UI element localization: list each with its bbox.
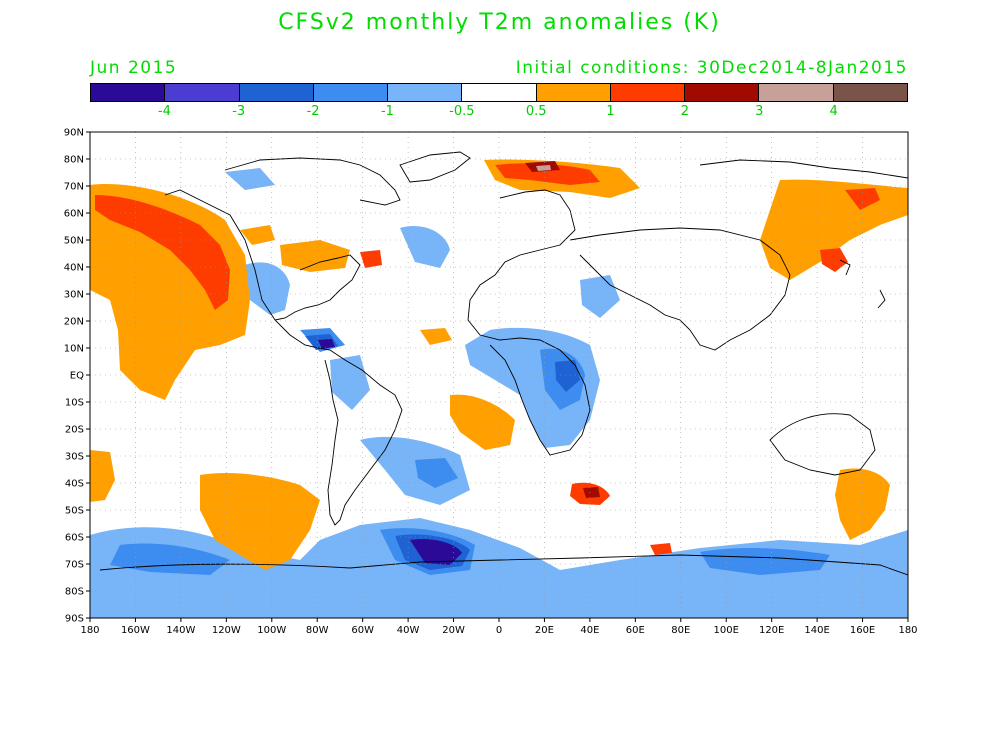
- lon-label: 80E: [671, 625, 690, 636]
- gridlines: [90, 132, 908, 618]
- anomaly-shading-plus-1: [95, 163, 880, 555]
- lat-label: 20S: [65, 425, 84, 436]
- colorbar-label: 1: [606, 104, 615, 119]
- lat-label: 70N: [64, 182, 84, 193]
- lon-label: 180: [80, 625, 99, 636]
- lon-label: 60W: [351, 625, 374, 636]
- lon-label: 120E: [759, 625, 784, 636]
- lon-label: 160W: [121, 625, 150, 636]
- lat-label: 10N: [64, 344, 84, 355]
- anomaly-shading-plus-3: [536, 165, 551, 171]
- colorbar-label: 2: [680, 104, 690, 119]
- colorbar-swatch: [388, 84, 463, 101]
- latitude-axis: 90N 80N 70N 60N 50N 40N 30N 20N 10N EQ 10S 20S 30S 40…: [64, 128, 90, 625]
- lat-label: 50S: [65, 506, 84, 517]
- lat-label: 80S: [65, 587, 84, 598]
- colorbar-label: -3: [232, 104, 246, 119]
- colorbar-swatch: [759, 84, 834, 101]
- colorbar-label: -0.5: [449, 104, 475, 119]
- lon-label: 100W: [257, 625, 286, 636]
- colorbar-label: 4: [829, 104, 838, 119]
- colorbar-label: -4: [157, 104, 171, 119]
- lat-label: 20N: [64, 317, 84, 328]
- lat-label: 90S: [65, 614, 84, 625]
- colorbar-label: -2: [306, 104, 320, 119]
- colorbar-swatch: [313, 84, 389, 101]
- colorbar-swatch: [239, 84, 314, 101]
- lat-label: 40S: [65, 479, 84, 490]
- lon-label: 20W: [442, 625, 465, 636]
- colorbar-swatch: [91, 84, 166, 101]
- lat-label: 80N: [64, 155, 84, 166]
- lon-label: 140W: [166, 625, 195, 636]
- lat-label: 90N: [64, 128, 84, 139]
- lat-label: 10S: [65, 398, 84, 409]
- lat-label: 30N: [64, 290, 84, 301]
- colorbar-swatch: [536, 84, 611, 101]
- longitude-axis: 180 160W 140W 120W 100W 80W 60W 40W 20W 0 20E 40E 60…: [80, 618, 918, 636]
- lon-label: 80W: [306, 625, 329, 636]
- lon-label: 60E: [626, 625, 645, 636]
- colorbar: [90, 83, 908, 102]
- lon-label: 20E: [535, 625, 554, 636]
- colorbar-label: -1: [380, 104, 394, 119]
- colorbar-swatch: [685, 84, 760, 101]
- lat-label: 40N: [64, 263, 84, 274]
- colorbar-label: 3: [755, 104, 764, 119]
- colorbar-swatch: [833, 84, 907, 101]
- lat-label: 60N: [64, 209, 84, 220]
- lon-label: 180: [898, 625, 917, 636]
- colorbar-swatch: [462, 84, 537, 101]
- colorbar-swatch: [165, 84, 240, 101]
- lon-label: 140E: [804, 625, 829, 636]
- colorbar-label: 0.5: [525, 104, 547, 119]
- colorbar-swatch: [610, 84, 686, 101]
- lon-label: 40W: [397, 625, 420, 636]
- anomaly-shading-minus-4: [318, 339, 462, 565]
- lat-label: 50N: [64, 236, 84, 247]
- forecast-month: Jun 2015: [90, 58, 178, 78]
- chart-title: CFSv2 monthly T2m anomalies (K): [278, 10, 721, 35]
- lat-label: 30S: [65, 452, 84, 463]
- lat-label: 70S: [65, 560, 84, 571]
- lat-label: EQ: [70, 371, 84, 382]
- initial-conditions: Initial conditions: 30Dec2014-8Jan2015: [515, 58, 908, 78]
- lon-label: 120W: [212, 625, 241, 636]
- lon-label: 40E: [580, 625, 599, 636]
- lon-label: 160E: [850, 625, 875, 636]
- lon-label: 100E: [714, 625, 739, 636]
- lat-label: 60S: [65, 533, 84, 544]
- lon-label: 0: [496, 625, 502, 636]
- coastlines: [99, 151, 908, 576]
